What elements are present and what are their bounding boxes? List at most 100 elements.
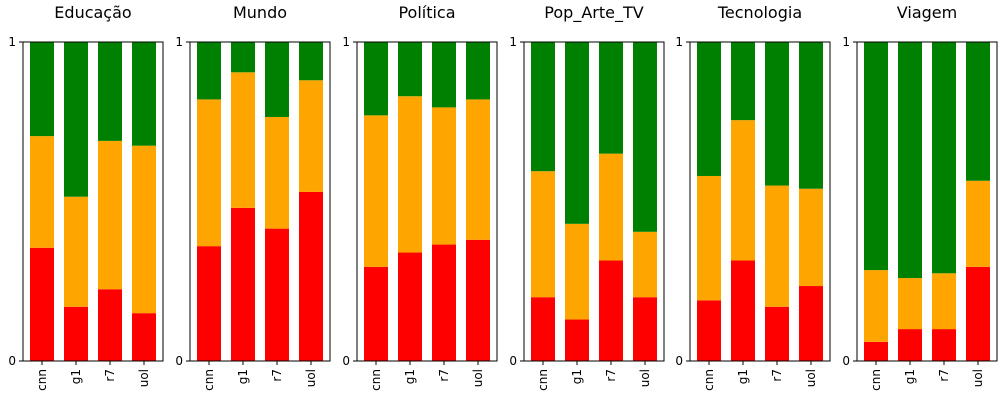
bar-segment-g1-2: [898, 42, 922, 279]
bar-segment-uol-2: [799, 42, 823, 189]
bar-segment-r7-0: [765, 306, 789, 361]
axis-frame: [356, 41, 498, 362]
bar-segment-r7-2: [265, 42, 289, 117]
y-tick-label-0: 0: [342, 354, 350, 368]
panel-title: Tecnologia: [717, 3, 802, 22]
panel-pol-tica: cnn g1 r7 uol 0 1 Política: [342, 3, 498, 391]
y-tick-label-0: 0: [8, 354, 16, 368]
x-tick-label-g1: g1: [236, 369, 250, 384]
x-tick-label-cnn: cnn: [369, 369, 383, 391]
x-tick-label-r7: r7: [937, 369, 951, 382]
bar-segment-g1-2: [398, 42, 422, 97]
bar-segment-r7-1: [98, 140, 122, 290]
axis-frame: [523, 41, 665, 362]
bar-segment-r7-1: [599, 153, 623, 261]
x-tick-label-uol: uol: [638, 369, 652, 387]
bar-segment-cnn-0: [864, 341, 888, 361]
x-tick-label-g1: g1: [69, 369, 83, 384]
bar-segment-g1-0: [565, 319, 589, 361]
y-tick-label-1: 1: [342, 35, 350, 49]
bar-segment-g1-0: [64, 306, 88, 361]
bar-segment-r7-2: [98, 42, 122, 141]
bar-segment-r7-0: [932, 329, 956, 361]
bar-segment-r7-0: [432, 244, 456, 361]
y-tick-label-1: 1: [842, 35, 850, 49]
x-tick-label-r7: r7: [770, 369, 784, 382]
panel-mundo: cnn g1 r7 uol 0 1 Mundo: [175, 3, 331, 391]
bar-segment-uol-1: [132, 145, 156, 314]
bar-segment-cnn-1: [30, 136, 54, 248]
bar-segment-r7-1: [765, 185, 789, 307]
x-tick-label-g1: g1: [403, 369, 417, 384]
x-tick-label-r7: r7: [270, 369, 284, 382]
bar-segment-r7-2: [765, 42, 789, 186]
bar-segment-g1-2: [731, 42, 755, 121]
bar-segment-cnn-1: [864, 270, 888, 342]
bar-segment-r7-1: [932, 273, 956, 330]
bar-segment-uol-2: [966, 42, 990, 181]
x-tick-label-cnn: cnn: [202, 369, 216, 391]
bar-segment-r7-1: [432, 107, 456, 245]
bar-segment-g1-1: [898, 278, 922, 330]
panel-viagem: cnn g1 r7 uol 0 1 Viagem: [842, 3, 998, 391]
bar-segment-g1-2: [565, 42, 589, 224]
x-tick-label-cnn: cnn: [536, 369, 550, 391]
bar-segment-g1-0: [731, 260, 755, 361]
x-tick-label-g1: g1: [903, 369, 917, 384]
y-tick-label-0: 0: [509, 354, 517, 368]
panel-title: Pop_Arte_TV: [544, 3, 643, 23]
panel-tecnologia: cnn g1 r7 uol 0 1 Tecnologia: [675, 3, 831, 391]
panel-title: Viagem: [897, 3, 957, 22]
bar-segment-uol-1: [966, 180, 990, 267]
axis-frame: [856, 41, 998, 362]
x-tick-label-cnn: cnn: [35, 369, 49, 391]
x-tick-label-uol: uol: [971, 369, 985, 387]
bar-segment-r7-0: [599, 260, 623, 361]
bar-segment-cnn-2: [197, 42, 221, 100]
bar-segment-uol-2: [299, 42, 323, 81]
bar-segment-g1-1: [731, 120, 755, 261]
bar-segment-r7-0: [98, 289, 122, 361]
axis-frame: [689, 41, 831, 362]
bar-segment-uol-2: [132, 42, 156, 146]
bar-segment-cnn-2: [864, 42, 888, 271]
bar-segment-g1-1: [565, 223, 589, 320]
bar-segment-r7-2: [432, 42, 456, 108]
panel-title: Educação: [54, 3, 131, 22]
bar-segment-cnn-2: [531, 42, 555, 172]
bar-segment-uol-0: [132, 313, 156, 361]
bar-segment-uol-0: [466, 239, 490, 361]
x-tick-label-cnn: cnn: [702, 369, 716, 391]
bar-segment-g1-2: [64, 42, 88, 197]
y-tick-label-0: 0: [175, 354, 183, 368]
y-tick-label-1: 1: [175, 35, 183, 49]
y-tick-label-1: 1: [509, 35, 517, 49]
x-tick-label-g1: g1: [736, 369, 750, 384]
bar-segment-cnn-0: [30, 247, 54, 361]
bar-segment-cnn-2: [697, 42, 721, 176]
bar-segment-g1-1: [398, 96, 422, 253]
y-tick-label-1: 1: [8, 35, 16, 49]
bar-segment-g1-1: [64, 196, 88, 307]
bar-segment-cnn-2: [30, 42, 54, 137]
axis-frame: [189, 41, 331, 362]
bar-segment-cnn-2: [364, 42, 388, 116]
x-tick-label-uol: uol: [304, 369, 318, 387]
panel-title: Mundo: [233, 3, 287, 22]
bar-segment-g1-0: [398, 252, 422, 361]
bar-segment-r7-1: [265, 116, 289, 229]
bar-segment-uol-1: [466, 99, 490, 240]
x-tick-label-uol: uol: [137, 369, 151, 387]
y-tick-label-0: 0: [675, 354, 683, 368]
x-tick-label-uol: uol: [471, 369, 485, 387]
bar-segment-g1-0: [231, 207, 255, 361]
bar-segment-uol-0: [966, 266, 990, 361]
bar-segment-g1-2: [231, 42, 255, 73]
panel-educa-o: cnn g1 r7 uol 0 1 Educação: [8, 3, 164, 391]
bar-segment-cnn-0: [531, 297, 555, 361]
bar-segment-cnn-1: [697, 175, 721, 301]
x-tick-label-r7: r7: [437, 369, 451, 382]
bar-segment-uol-2: [466, 42, 490, 100]
bar-segment-cnn-0: [197, 246, 221, 361]
